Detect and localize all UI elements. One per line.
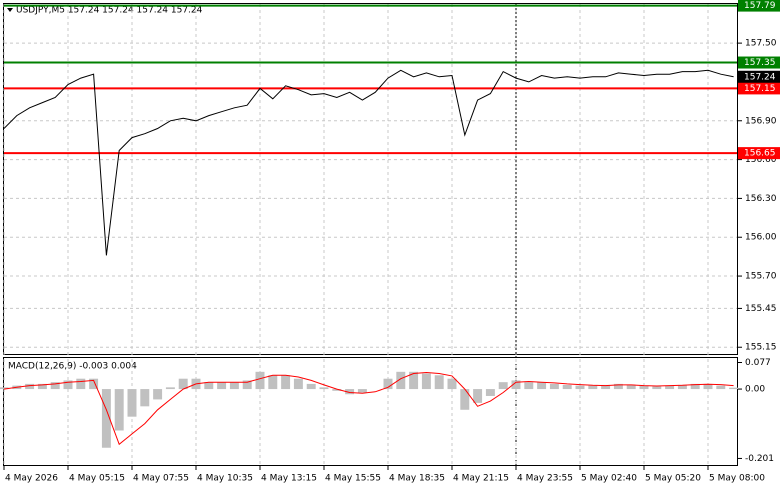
level-label: 157.79	[744, 1, 776, 11]
y-tick-label: 156.60	[745, 155, 777, 165]
histogram-bar	[588, 385, 598, 390]
histogram-bar	[229, 382, 239, 390]
histogram-bar	[281, 375, 291, 390]
y-tick-label: -0.201	[745, 454, 774, 464]
level-label-box	[738, 147, 780, 160]
histogram-bar	[575, 385, 585, 390]
x-tick-label: 4 May 15:55	[325, 474, 381, 484]
x-tick-label: 4 May 2026	[5, 474, 58, 484]
y-tick-label: 155.15	[745, 343, 777, 353]
histogram-bar	[447, 378, 457, 390]
x-tick-label: 4 May 10:35	[197, 474, 253, 484]
x-tick-label: 4 May 23:55	[517, 474, 573, 484]
signal-line	[3, 371, 734, 446]
y-tick-label: 0.00	[745, 385, 765, 395]
x-tick-label: 5 May 08:00	[709, 474, 765, 484]
histogram-bar	[204, 382, 214, 390]
y-tick-label: 156.90	[745, 116, 777, 126]
histogram-bar	[127, 389, 137, 417]
y-tick-label: 156.30	[745, 194, 777, 204]
x-tick-label: 5 May 05:20	[645, 474, 701, 484]
histogram-bar	[639, 385, 649, 390]
y-tick-label: 155.70	[745, 272, 777, 282]
histogram-bar	[549, 383, 559, 390]
x-tick-label: 4 May 18:35	[389, 474, 445, 484]
histogram-bar	[421, 373, 431, 390]
histogram-bar	[50, 382, 60, 390]
histogram-bar	[332, 389, 342, 391]
histogram-bar	[357, 389, 367, 393]
symbol-arrow	[7, 8, 13, 12]
histogram-bar	[178, 378, 188, 390]
histogram-bar	[242, 380, 252, 390]
histogram-bar	[165, 387, 175, 390]
histogram-bar	[76, 378, 86, 390]
histogram-bar	[217, 382, 227, 390]
histogram-bar	[613, 383, 623, 390]
histogram-bar	[524, 382, 534, 390]
histogram-bar	[293, 378, 303, 390]
histogram-bar	[729, 387, 739, 390]
price-line	[3, 69, 734, 256]
histogram-bar	[268, 375, 278, 390]
histogram-bar	[63, 380, 73, 390]
histogram-bar	[601, 384, 611, 390]
macd-title: MACD(12,26,9) -0.003 0.004	[8, 362, 137, 372]
level-label: 156.65	[744, 149, 776, 159]
level-label-box	[738, 82, 780, 95]
histogram-bar	[652, 386, 662, 390]
histogram-bar	[537, 382, 547, 390]
histogram-bar	[703, 383, 713, 390]
last-price-box	[738, 70, 780, 83]
histogram-bar	[345, 389, 355, 395]
histogram-bar	[690, 383, 700, 390]
x-tick-label: 4 May 07:55	[133, 474, 189, 484]
histogram-bar	[460, 389, 470, 410]
histogram-bar	[89, 378, 99, 390]
histogram-bar	[562, 384, 572, 390]
histogram-bar	[716, 385, 726, 390]
histogram-bar	[409, 371, 419, 390]
histogram-bar	[114, 389, 124, 431]
histogram-bar	[677, 384, 687, 390]
x-tick-label: 4 May 21:15	[453, 474, 509, 484]
histogram-bar	[153, 389, 163, 400]
histogram-bar	[396, 371, 406, 390]
histogram-bar	[37, 383, 47, 390]
histogram-bar	[255, 371, 265, 390]
level-label: 157.35	[744, 58, 776, 68]
histogram-bar	[383, 378, 393, 390]
histogram-bar	[319, 387, 329, 390]
level-label: 157.15	[744, 84, 776, 94]
histogram-bar	[434, 375, 444, 390]
histogram-bar	[511, 380, 521, 390]
histogram-bar	[665, 385, 675, 390]
histogram-bar	[101, 389, 111, 448]
histogram-bar	[498, 382, 508, 390]
x-tick-label: 4 May 05:15	[69, 474, 125, 484]
x-tick-label: 4 May 13:15	[261, 474, 317, 484]
histogram-bar	[0, 387, 9, 390]
histogram-bar	[25, 383, 35, 390]
level-label-box	[738, 56, 780, 69]
y-tick-label: 156.00	[745, 233, 777, 243]
histogram-bar	[473, 389, 483, 403]
price-title: USDJPY,M5 157.24 157.24 157.24 157.24	[16, 6, 203, 16]
y-tick-label: 157.50	[745, 39, 777, 49]
level-label-box	[738, 0, 780, 12]
histogram-bar	[140, 389, 150, 407]
x-tick-label: 5 May 02:40	[581, 474, 637, 484]
histogram-bar	[626, 384, 636, 390]
y-tick-label: 0.077	[745, 358, 771, 368]
histogram-bar	[306, 383, 316, 390]
y-tick-label: 155.45	[745, 304, 777, 314]
macd-panel	[3, 357, 738, 466]
last-price: 157.24	[744, 72, 776, 82]
histogram-bar	[485, 389, 495, 396]
